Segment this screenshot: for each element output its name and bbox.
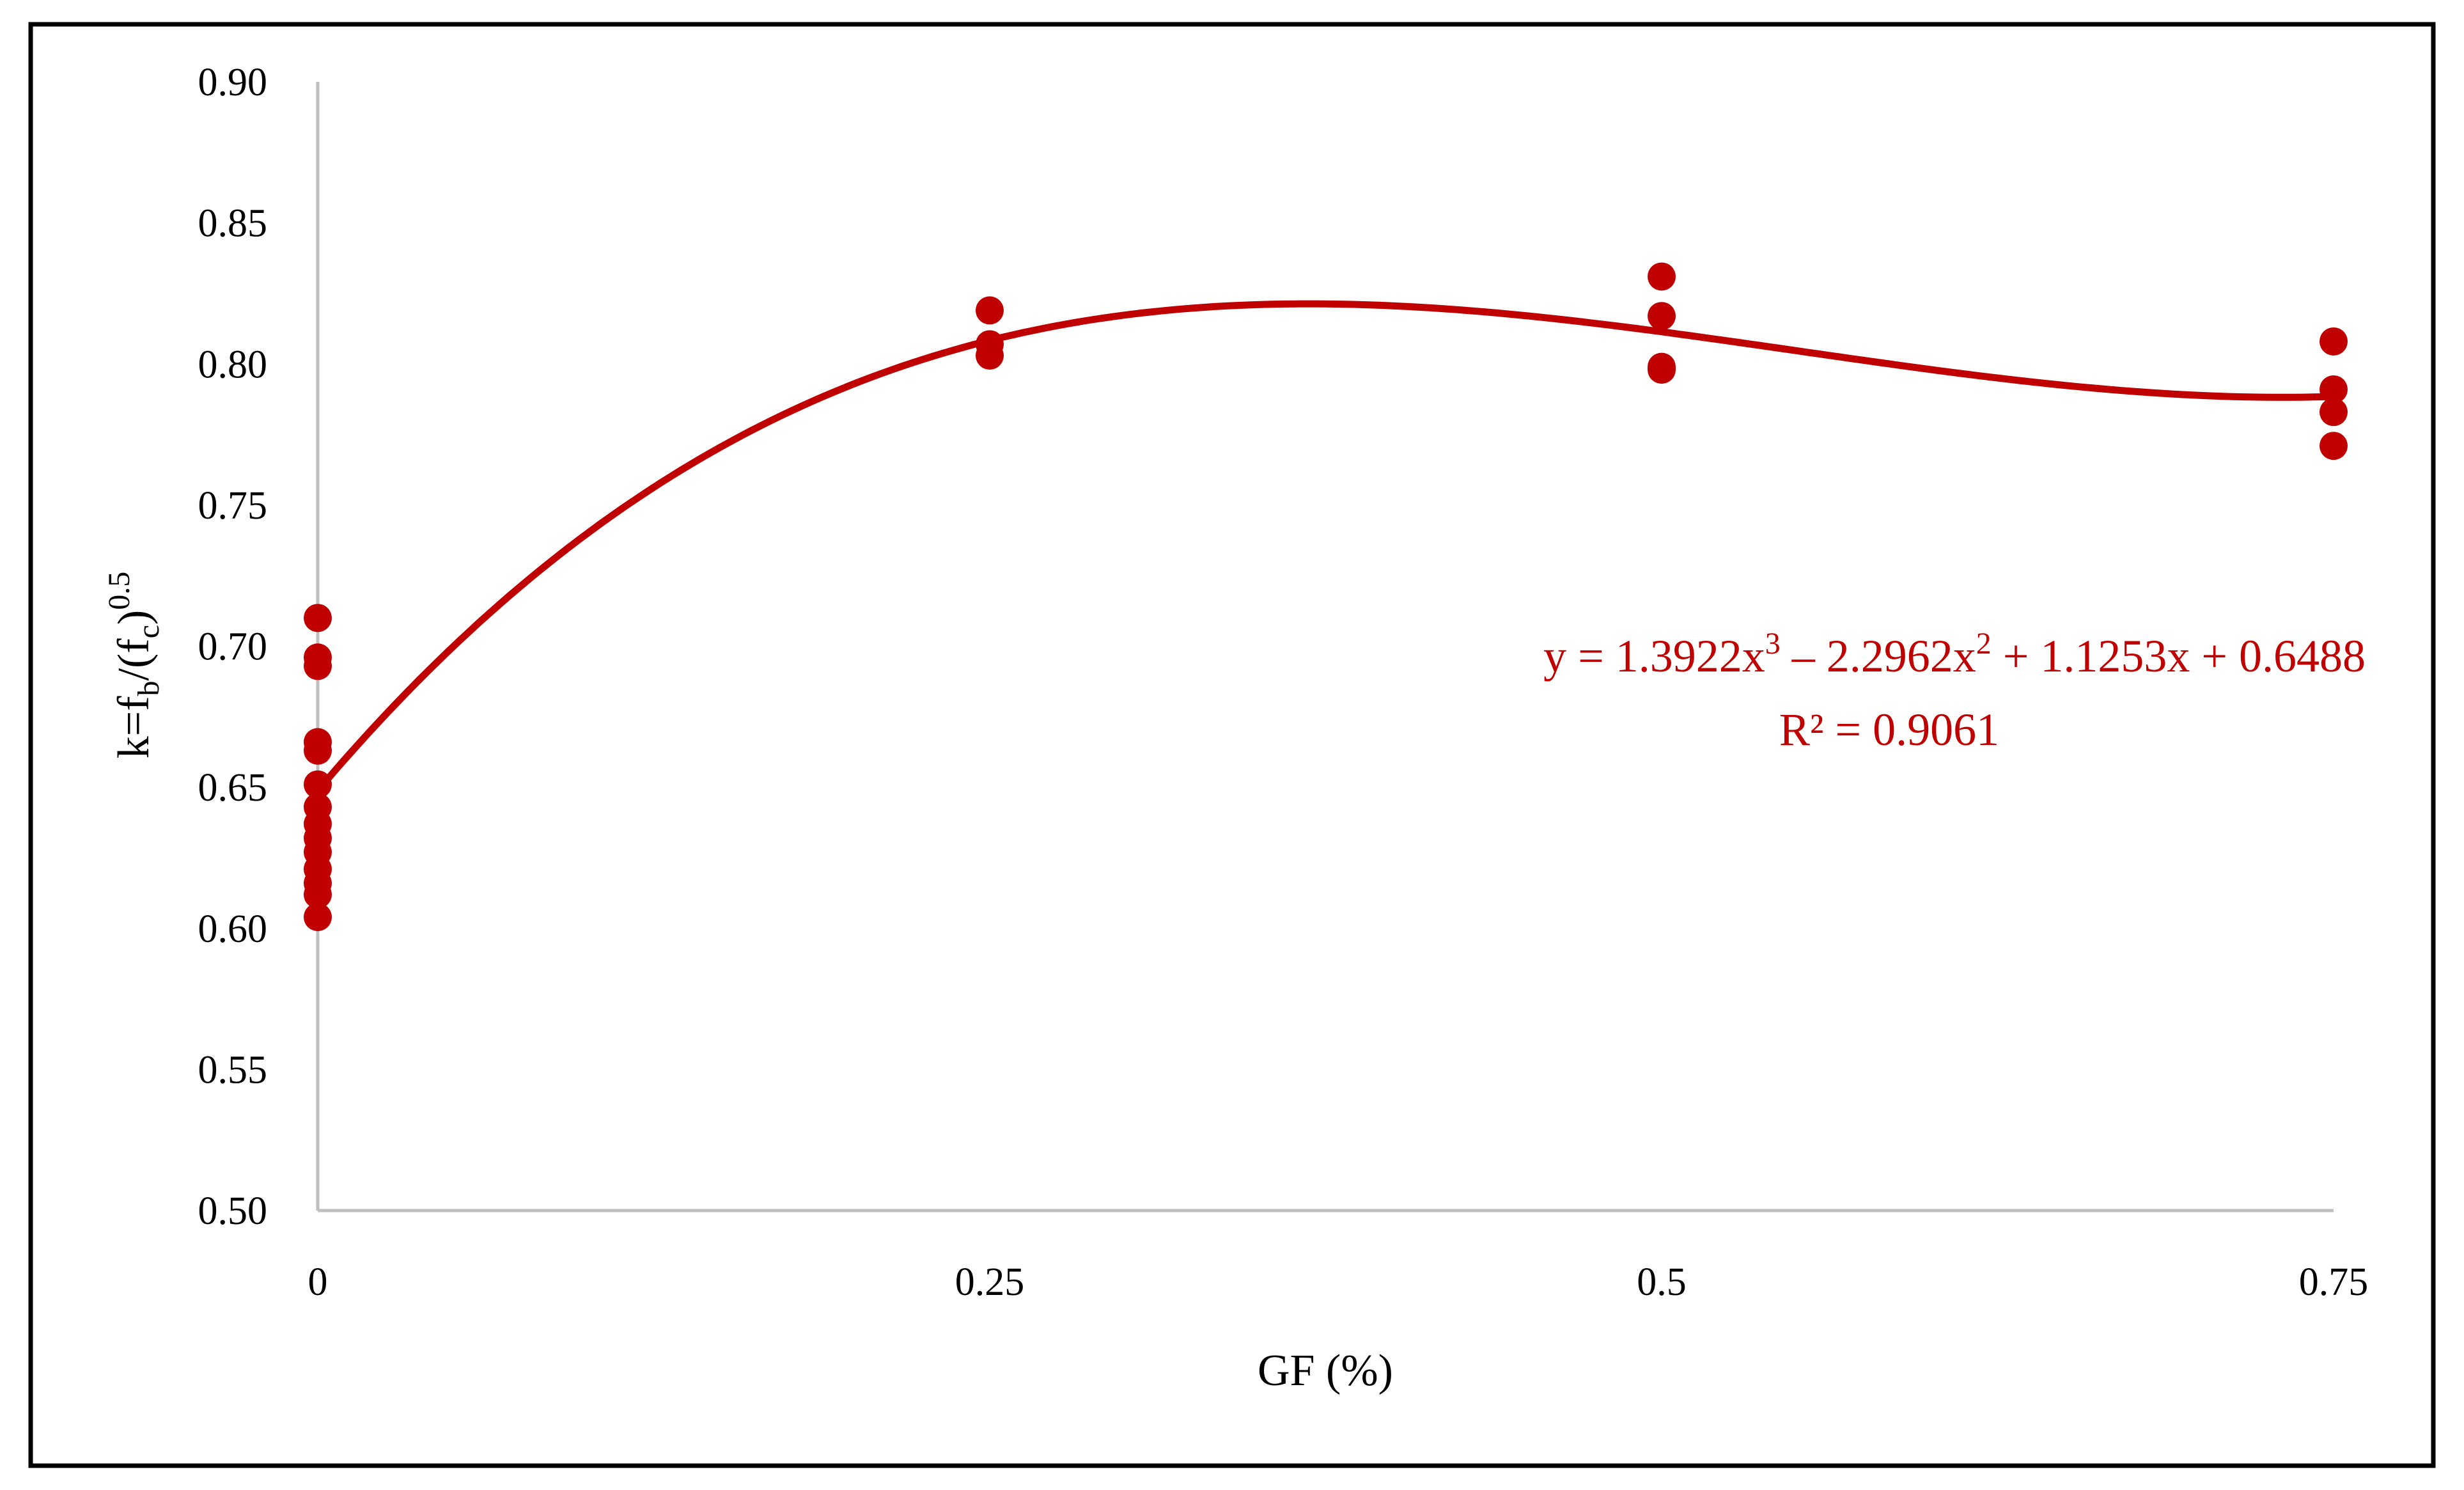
x-tick-label: 0.5: [1637, 1260, 1687, 1304]
figure-border: [28, 22, 2436, 1468]
y-tick-label: 0.75: [198, 484, 268, 528]
y-tick-label: 0.65: [198, 766, 268, 810]
y-axis-title-tail: ): [109, 610, 159, 625]
trendline-layer: [314, 300, 2337, 794]
data-point: [304, 770, 332, 799]
x-tick-label: 0: [308, 1260, 328, 1304]
trendline-r-squared: R² = 0.9061: [1779, 704, 1999, 755]
y-axis-title-base: k=f: [109, 696, 159, 758]
y-tick-label: 0.80: [198, 343, 268, 386]
data-point: [1648, 302, 1676, 331]
equation-part-1: y = 1.3922x: [1543, 631, 1765, 682]
trendline-equation: y = 1.3922x3 – 2.2962x2 + 1.1253x + 0.64…: [1543, 627, 2366, 682]
y-tick-label: 0.50: [198, 1189, 268, 1233]
data-point: [2320, 432, 2348, 460]
y-tick-label: 0.55: [198, 1048, 268, 1092]
x-tick-label: 0.75: [2299, 1260, 2369, 1304]
equation-part-2: – 2.2962x: [1781, 631, 1976, 682]
x-tick-labels: 0 0.25 0.5 0.75: [308, 1260, 2369, 1304]
data-point: [304, 736, 332, 765]
y-axis-title-sub-c: c: [132, 625, 166, 638]
data-point: [1648, 262, 1676, 291]
y-tick-label: 0.70: [198, 625, 268, 669]
y-axis-title-mid: /(f: [109, 638, 159, 681]
data-point: [2320, 327, 2348, 356]
y-axis-title: k=fb/(fc)0.5: [102, 572, 166, 759]
x-tick-label: 0.25: [955, 1260, 1025, 1304]
data-point: [976, 296, 1004, 325]
data-point: [304, 903, 332, 932]
equation-part-3: + 1.1253x + 0.6488: [1992, 631, 2366, 682]
data-point: [2320, 398, 2348, 427]
y-tick-labels: 0.50 0.55 0.60 0.65 0.70 0.75 0.80 0.85 0.90: [198, 61, 268, 1233]
trendline-path: [314, 300, 2337, 794]
x-axis-title: GF (%): [1258, 1346, 1393, 1395]
equation-sup-2: 2: [1976, 627, 1992, 661]
data-point: [304, 880, 332, 909]
data-point: [304, 652, 332, 680]
equation-sup-3: 3: [1765, 627, 1781, 661]
y-tick-label: 0.85: [198, 202, 268, 246]
data-point: [1648, 356, 1676, 384]
data-point: [976, 341, 1004, 370]
y-axis-title-sup: 0.5: [102, 572, 136, 610]
y-tick-label: 0.90: [198, 61, 268, 104]
y-axis-title-sub-b: b: [132, 680, 166, 696]
points-layer: [304, 262, 2348, 932]
data-point: [304, 604, 332, 632]
data-point: [2320, 375, 2348, 404]
y-tick-label: 0.60: [198, 907, 268, 951]
